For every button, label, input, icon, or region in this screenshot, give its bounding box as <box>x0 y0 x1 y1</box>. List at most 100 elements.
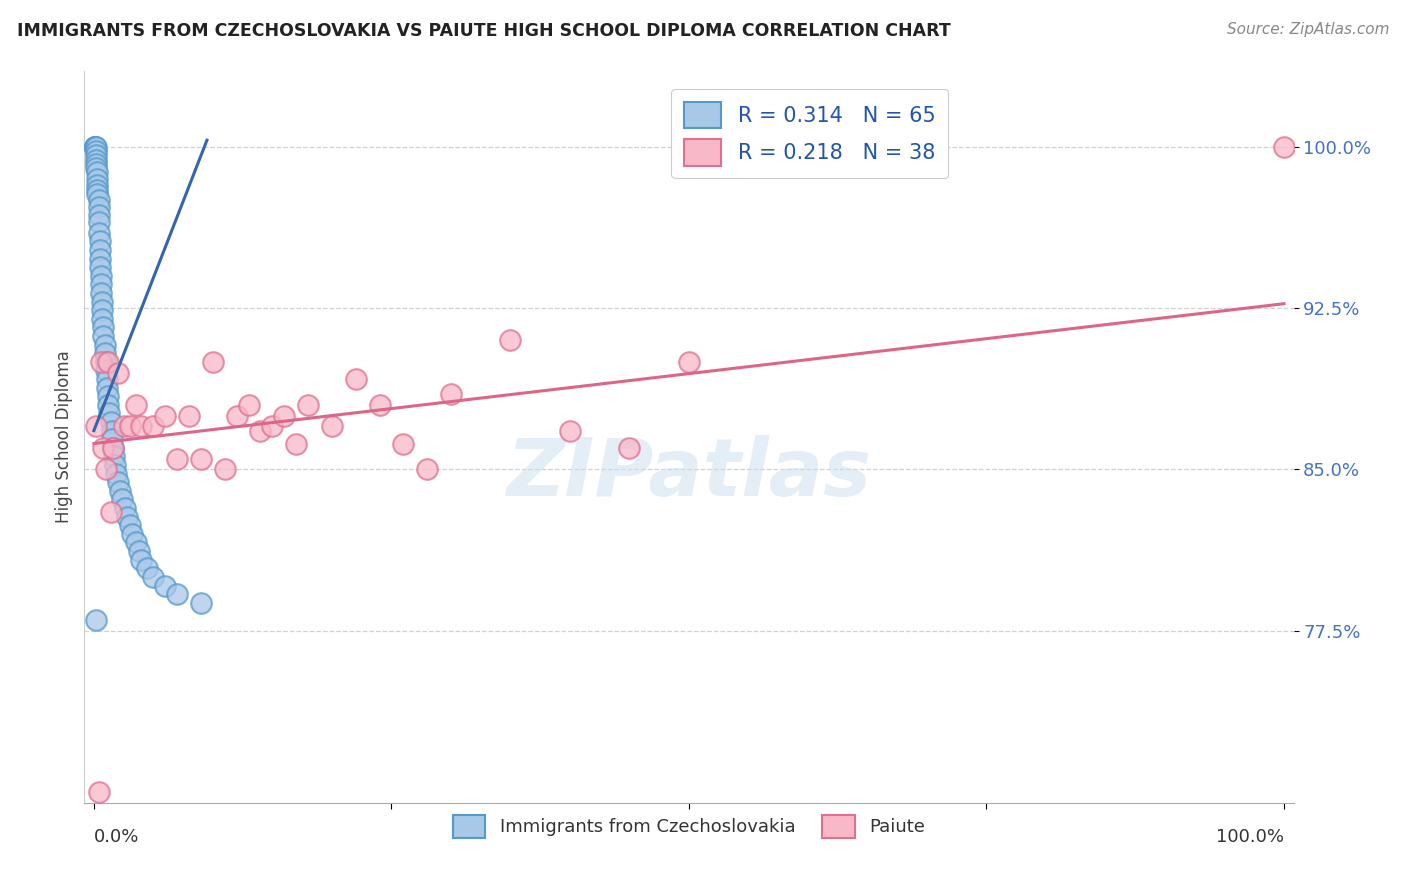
Point <box>90 355 112 369</box>
Point <box>93 346 115 360</box>
Point <box>84 153 107 167</box>
Point <box>103 450 125 464</box>
Text: ZIPatlas: ZIPatlas <box>506 434 872 513</box>
Point <box>93 337 115 351</box>
Point <box>1272 139 1295 153</box>
Point <box>285 436 308 450</box>
Point <box>107 475 129 490</box>
Point <box>440 387 463 401</box>
Point <box>321 419 343 434</box>
Point <box>84 139 107 153</box>
Point <box>128 544 150 558</box>
Point <box>84 419 107 434</box>
Point <box>84 139 107 153</box>
Point <box>142 419 165 434</box>
Point <box>107 366 129 380</box>
Point <box>273 409 295 423</box>
Point <box>136 561 159 575</box>
Point <box>84 157 107 171</box>
Point <box>84 139 107 153</box>
Point <box>87 209 110 223</box>
Point <box>97 389 120 403</box>
Point <box>114 501 136 516</box>
Point <box>93 441 115 455</box>
Point <box>87 215 110 229</box>
Point <box>90 285 112 300</box>
Point <box>111 492 134 507</box>
Point <box>100 432 122 446</box>
Legend: Immigrants from Czechoslovakia, Paiute: Immigrants from Czechoslovakia, Paiute <box>446 807 932 845</box>
Point <box>100 505 122 519</box>
Point <box>108 483 131 498</box>
Point <box>91 303 114 318</box>
Point <box>84 144 107 158</box>
Y-axis label: High School Diploma: High School Diploma <box>55 351 73 524</box>
Point <box>392 436 415 450</box>
Point <box>115 509 138 524</box>
Point <box>84 139 107 153</box>
Point <box>94 355 117 369</box>
Point <box>90 277 112 292</box>
Point <box>124 535 146 549</box>
Point <box>91 294 114 309</box>
Point <box>190 596 212 610</box>
Point <box>558 424 581 438</box>
Point <box>118 419 141 434</box>
Point <box>166 451 188 466</box>
Point <box>155 578 177 592</box>
Point <box>86 172 108 186</box>
Point <box>94 462 117 476</box>
Point <box>90 268 112 283</box>
Point <box>101 441 124 455</box>
Point <box>86 183 108 197</box>
Point <box>142 570 165 584</box>
Point <box>124 398 146 412</box>
Point <box>238 398 260 412</box>
Point <box>89 260 111 274</box>
Point <box>368 398 391 412</box>
Point <box>155 409 177 423</box>
Point <box>177 409 200 423</box>
Point <box>97 398 120 412</box>
Point <box>89 252 111 266</box>
Point <box>344 372 367 386</box>
Point <box>104 458 127 472</box>
Point <box>249 424 271 438</box>
Point <box>214 462 236 476</box>
Point <box>87 226 110 240</box>
Point <box>121 527 143 541</box>
Point <box>499 333 522 347</box>
Point <box>101 441 124 455</box>
Point <box>86 178 108 193</box>
Point <box>86 165 108 179</box>
Point <box>87 785 110 799</box>
Point <box>190 451 212 466</box>
Point <box>87 200 110 214</box>
Point <box>98 406 121 420</box>
Point <box>225 409 247 423</box>
Point <box>97 355 120 369</box>
Point <box>131 552 153 566</box>
Point <box>84 139 107 153</box>
Point <box>87 194 110 208</box>
Point <box>86 186 108 201</box>
Point <box>118 518 141 533</box>
Point <box>84 613 107 627</box>
Text: IMMIGRANTS FROM CZECHOSLOVAKIA VS PAIUTE HIGH SCHOOL DIPLOMA CORRELATION CHART: IMMIGRANTS FROM CZECHOSLOVAKIA VS PAIUTE… <box>17 22 950 40</box>
Point <box>619 441 641 455</box>
Point <box>262 419 284 434</box>
Point <box>105 467 128 481</box>
Point <box>89 243 111 257</box>
Point <box>84 161 107 176</box>
Point <box>297 398 319 412</box>
Text: Source: ZipAtlas.com: Source: ZipAtlas.com <box>1226 22 1389 37</box>
Point <box>84 148 107 162</box>
Point <box>91 311 114 326</box>
Point <box>94 363 117 377</box>
Point <box>96 381 118 395</box>
Text: 0.0%: 0.0% <box>94 828 139 846</box>
Point <box>678 355 700 369</box>
Point <box>93 329 115 343</box>
Point <box>100 424 122 438</box>
Point <box>100 415 122 429</box>
